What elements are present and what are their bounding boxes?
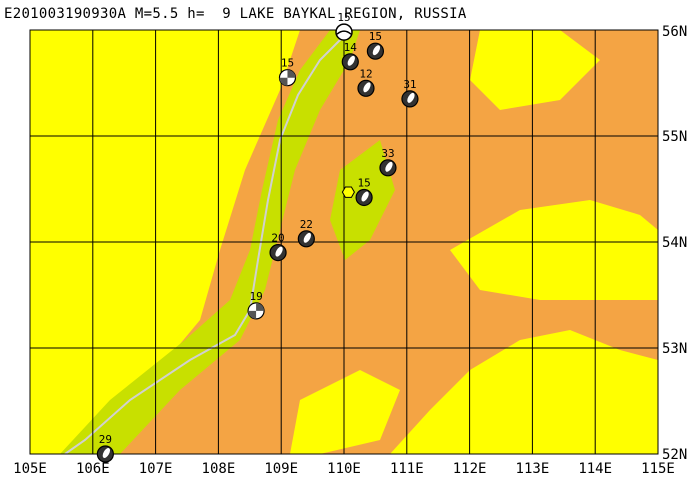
longitude-label: 110E bbox=[327, 461, 361, 477]
depth-label: 29 bbox=[99, 433, 112, 446]
focal-mechanism: 31 bbox=[401, 78, 419, 108]
latitude-label: 52N bbox=[662, 447, 687, 463]
beachball-dilatation-lobe bbox=[347, 55, 355, 66]
focal-mechanism: 15 bbox=[335, 11, 353, 41]
focal-mechanism: 22 bbox=[297, 218, 315, 248]
longitude-label: 112E bbox=[453, 461, 487, 477]
depth-label: 12 bbox=[359, 67, 372, 80]
latitude-label: 53N bbox=[662, 341, 687, 357]
longitude-label: 105E bbox=[13, 461, 47, 477]
lowland-patch-south bbox=[290, 370, 400, 454]
lowland-patch-east bbox=[450, 200, 658, 300]
depth-label: 15 bbox=[357, 176, 370, 189]
depth-label: 22 bbox=[300, 218, 313, 231]
depth-label: 31 bbox=[403, 78, 416, 91]
latitude-label: 54N bbox=[662, 235, 687, 251]
longitude-labels: 105E 106E 107E 108E 109E 110E 111E 112E 113E 114E… bbox=[13, 461, 675, 477]
longitude-label: 107E bbox=[139, 461, 173, 477]
beachball-dilatation-lobe bbox=[385, 161, 393, 172]
beachball-dilatation-lobe bbox=[275, 246, 283, 257]
depth-label: 14 bbox=[344, 41, 358, 54]
lowland-region-southeast bbox=[390, 330, 658, 454]
latitude-labels: 52N 53N 54N 55N 56N bbox=[662, 24, 687, 463]
depth-label: 33 bbox=[381, 147, 394, 160]
beachball-dilatation-lobe bbox=[361, 191, 369, 202]
beachball-compression-quadrant bbox=[248, 310, 257, 319]
lake-axis-line bbox=[64, 34, 346, 454]
longitude-label: 111E bbox=[390, 461, 424, 477]
beachball-dilatation-lobe bbox=[363, 82, 371, 93]
map-title: E201003190930A M=5.5 h= 9 LAKE BAYKAL RE… bbox=[4, 6, 467, 22]
beachball-compression-quadrant bbox=[256, 302, 265, 311]
lowland-patch-ne bbox=[470, 30, 600, 110]
focal-mechanisms: 15 15 14 15 12 31 33 15 22 20 19 29 bbox=[96, 11, 419, 463]
depth-label: 19 bbox=[249, 290, 262, 303]
beachball-dilatation-lobe bbox=[102, 448, 111, 458]
focal-mechanism: 19 bbox=[247, 290, 265, 320]
beachball-compression-quadrant bbox=[279, 77, 288, 86]
latitude-label: 55N bbox=[662, 129, 687, 145]
focal-mechanism: 15 bbox=[355, 176, 373, 207]
longitude-label: 114E bbox=[578, 461, 612, 477]
depth-label: 15 bbox=[281, 57, 294, 70]
focal-mechanism: 15 bbox=[366, 30, 384, 60]
longitude-label: 108E bbox=[202, 461, 236, 477]
longitude-label: 113E bbox=[516, 461, 550, 477]
depth-label: 15 bbox=[337, 11, 350, 24]
beachball-outline bbox=[335, 23, 353, 41]
beachball-dilatation-lobe bbox=[303, 232, 311, 243]
focal-mechanism: 14 bbox=[341, 41, 359, 71]
focal-mechanism: 12 bbox=[357, 67, 375, 97]
focal-mechanism: 20 bbox=[269, 232, 287, 262]
latitude-label: 56N bbox=[662, 24, 687, 40]
focal-mechanism: 29 bbox=[96, 433, 114, 463]
beachball-nodal-plane bbox=[336, 30, 352, 35]
beachball-dilatation-lobe bbox=[372, 45, 381, 56]
longitude-label: 109E bbox=[264, 461, 298, 477]
focal-mechanism: 33 bbox=[379, 147, 397, 177]
longitude-label: 106E bbox=[76, 461, 110, 477]
epicenter-hexagon bbox=[341, 186, 355, 198]
depth-label: 15 bbox=[369, 30, 382, 43]
depth-label: 20 bbox=[271, 232, 284, 245]
beachball-dilatation-lobe bbox=[407, 92, 415, 103]
longitude-label: 115E bbox=[641, 461, 675, 477]
epicenter-marker bbox=[341, 186, 355, 198]
focal-mechanism: 15 bbox=[278, 57, 297, 87]
beachball-compression-quadrant bbox=[287, 69, 296, 78]
